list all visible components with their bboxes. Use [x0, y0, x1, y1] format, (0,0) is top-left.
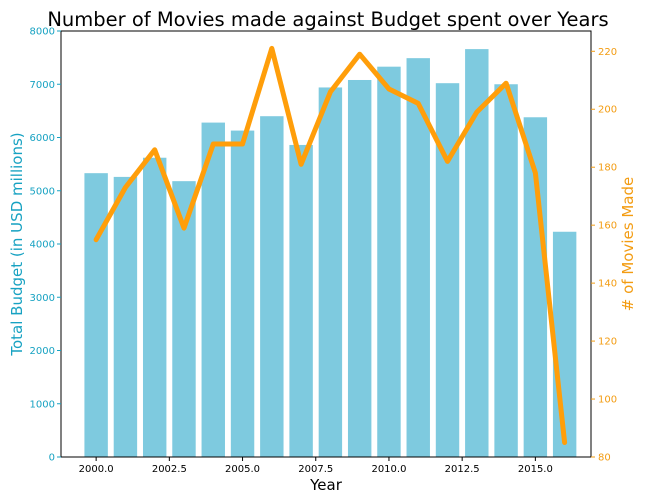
- bar-2013: [465, 49, 489, 457]
- bar-2005: [230, 130, 255, 457]
- y-right-tick-label: 140: [598, 279, 617, 290]
- x-axis: 2000.0 2002.5 2005.0 2007.5 2010.0 2012.5 2015…: [79, 457, 553, 475]
- bar-2015: [523, 117, 548, 457]
- x-axis-label: Year: [309, 476, 343, 494]
- x-tick-label: 2015.0: [518, 464, 553, 475]
- y-axis-left: 0 1000 2000 3000 4000 5000 6000 7000 8000: [30, 27, 61, 464]
- y-axis-right-label: # of Movies Made: [619, 177, 637, 311]
- line-series-group: [93, 45, 568, 445]
- bar-2006: [260, 116, 284, 457]
- y-left-tick-label: 1000: [30, 399, 55, 410]
- bar-2003: [172, 181, 196, 458]
- y-axis-right: 80 100 120 140 160 180 200 220: [591, 47, 617, 464]
- y-left-tick-label: 7000: [30, 80, 55, 91]
- y-left-tick-label: 6000: [30, 133, 55, 144]
- x-tick-label: 2010.0: [371, 464, 406, 475]
- y-right-tick-label: 80: [598, 453, 611, 464]
- y-right-tick-label: 220: [598, 47, 617, 58]
- x-tick-label: 2002.5: [152, 464, 187, 475]
- bar-2002: [142, 157, 167, 458]
- chart-title: Number of Movies made against Budget spe…: [47, 8, 608, 31]
- bar-2011: [406, 58, 430, 457]
- y-left-tick-label: 2000: [30, 346, 55, 357]
- bar-2010: [377, 66, 401, 458]
- bar-series-group: [84, 49, 577, 458]
- x-tick-label: 2005.0: [225, 464, 260, 475]
- bar-2001: [113, 176, 138, 457]
- bar-2009: [347, 79, 372, 458]
- bar-2000: [84, 173, 108, 458]
- y-left-tick-label: 5000: [30, 186, 55, 197]
- y-left-tick-label: 4000: [30, 240, 55, 251]
- bar-2012: [435, 83, 460, 457]
- y-right-tick-label: 100: [598, 395, 617, 406]
- y-axis-left-label: Total Budget (in USD millions): [8, 132, 26, 356]
- x-tick-label: 2012.5: [445, 464, 480, 475]
- bar-2007: [289, 144, 313, 457]
- x-tick-label: 2007.5: [298, 464, 333, 475]
- y-left-tick-label: 8000: [30, 27, 55, 38]
- y-left-tick-label: 3000: [30, 293, 55, 304]
- bar-2004: [201, 122, 225, 457]
- bar-2008: [318, 87, 343, 457]
- x-tick-label: 2000.0: [79, 464, 114, 475]
- bar-2014: [494, 84, 518, 457]
- y-right-tick-label: 180: [598, 163, 617, 174]
- y-right-tick-label: 200: [598, 105, 617, 116]
- y-right-tick-label: 160: [598, 221, 617, 232]
- y-left-tick-label: 0: [49, 453, 55, 464]
- y-right-tick-label: 120: [598, 337, 617, 348]
